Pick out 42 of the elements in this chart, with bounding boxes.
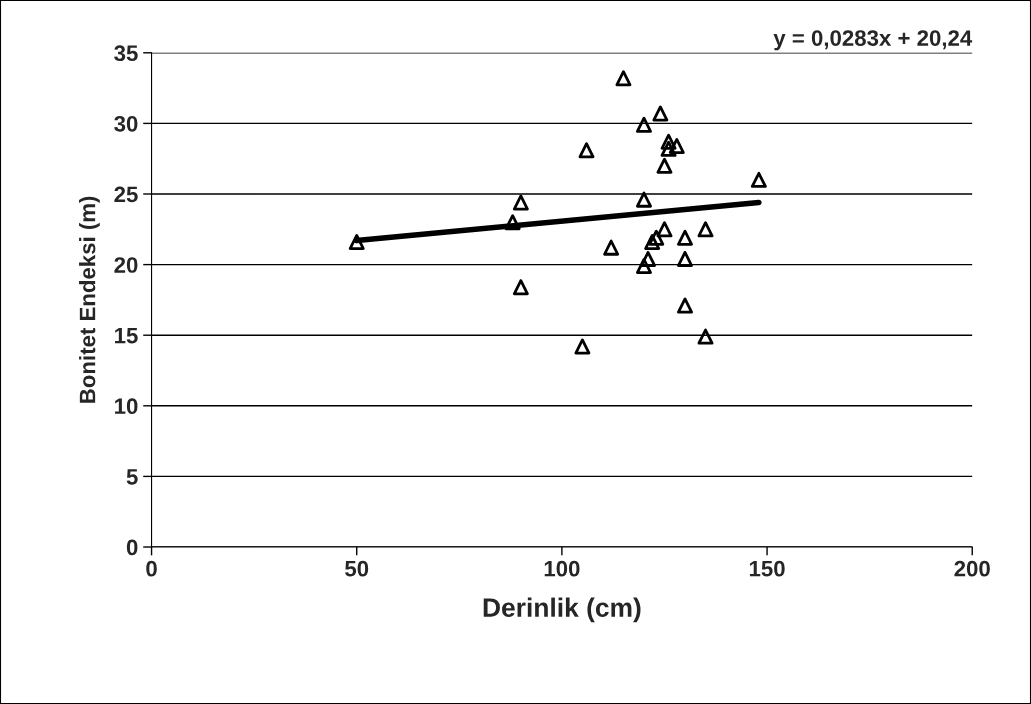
point	[668, 138, 685, 154]
point	[574, 338, 591, 355]
y-tick-label: 0	[126, 539, 138, 556]
point	[652, 105, 669, 122]
y-tick-label: 10	[115, 398, 138, 415]
point	[656, 221, 673, 238]
point	[635, 191, 652, 208]
point	[697, 328, 714, 345]
text: y = 0,0283x + 20,24	[773, 30, 973, 51]
x-tick-label: 50	[345, 560, 369, 577]
y-tick-label: 30	[114, 115, 138, 132]
point	[660, 140, 677, 157]
point	[677, 229, 693, 246]
point	[348, 234, 365, 250]
x-tick-label: 150	[749, 560, 785, 577]
x-tick-label: 0	[146, 560, 157, 577]
y-tick-label: 25	[114, 186, 138, 203]
x-axis-title: Derinlik (cm)	[483, 597, 641, 623]
point	[677, 297, 693, 314]
point	[615, 70, 632, 87]
point	[603, 239, 620, 256]
point	[635, 258, 652, 274]
point	[512, 194, 529, 211]
point	[512, 279, 529, 296]
point	[578, 142, 595, 159]
point	[656, 157, 673, 174]
point	[677, 250, 693, 267]
x-tick-label: 200	[954, 560, 990, 577]
point	[504, 214, 521, 231]
point	[750, 171, 767, 188]
y-tick-label: 5	[126, 469, 138, 485]
point	[648, 229, 665, 246]
point	[660, 133, 677, 150]
y-axis-title: Bonitet Endeksi (m)	[79, 196, 100, 403]
point	[644, 234, 661, 250]
y-tick-label: 20	[114, 257, 138, 273]
x-tick-label: 100	[544, 560, 580, 577]
y-tick-label: 35	[114, 45, 138, 62]
point	[697, 221, 714, 238]
point	[635, 116, 652, 133]
y-tick-label: 15	[115, 327, 138, 344]
point	[640, 250, 657, 267]
